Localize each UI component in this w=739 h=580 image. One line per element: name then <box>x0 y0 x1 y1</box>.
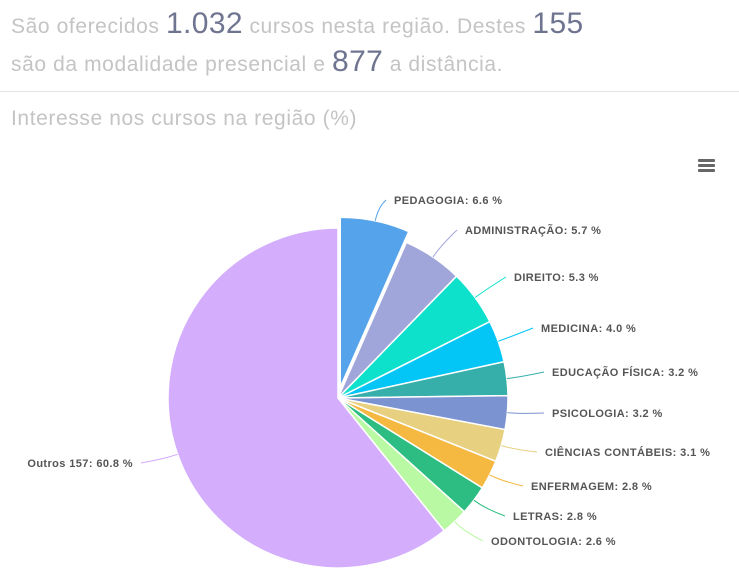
slice-label-pedagogia: PEDAGOGIA: 6.6 % <box>394 195 502 207</box>
slice-label-enfermagem: ENFERMAGEM: 2.8 % <box>531 481 652 493</box>
connector-outros-157 <box>140 453 178 464</box>
connector-educacao-fisica <box>506 371 545 380</box>
connector-direito <box>474 276 507 298</box>
slice-label-medicina: MEDICINA: 4.0 % <box>541 323 636 335</box>
chart-title: Interesse nos cursos na região (%) <box>11 107 358 130</box>
slice-label-direito: DIREITO: 5.3 % <box>514 272 599 284</box>
slice-label-ciencias-contabeis: CIÊNCIAS CONTÁBEIS: 3.1 % <box>545 446 710 459</box>
summary-text-part-1: São oferecidos <box>11 15 160 38</box>
slice-label-odontologia: ODONTOLOGIA: 2.6 % <box>491 536 616 548</box>
pie-slice-pedagogia[interactable] <box>339 216 410 388</box>
slice-label-psicologia: PSICOLOGIA: 3.2 % <box>552 408 663 420</box>
connector-pedagogia <box>374 199 387 221</box>
slice-label-educacao-fisica: EDUCAÇÃO FÍSICA: 3.2 % <box>552 366 698 379</box>
connector-enfermagem <box>489 474 524 487</box>
summary-text-part-2: cursos nesta região. Destes <box>249 15 526 38</box>
connector-ciencias-contabeis <box>501 445 538 453</box>
slice-label-outros-157: Outros 157: 60.8 % <box>27 458 133 470</box>
connector-letras <box>473 499 506 517</box>
connector-psicologia <box>507 412 545 414</box>
pie-slice-outros-157[interactable] <box>167 227 446 569</box>
connector-administracao <box>432 229 458 258</box>
menu-bar-top <box>698 159 715 162</box>
summary-text-part-3: são da modalidade presencial e <box>11 53 326 76</box>
presencial-count: 155 <box>532 7 584 40</box>
summary-text: São oferecidos 1.032 cursos nesta região… <box>11 6 731 82</box>
divider <box>0 91 739 92</box>
slice-label-letras: LETRAS: 2.8 % <box>513 511 597 523</box>
menu-bar-middle <box>698 164 715 167</box>
total-courses-count: 1.032 <box>165 7 244 40</box>
menu-bar-bottom <box>698 169 715 172</box>
connector-odontologia <box>454 521 484 542</box>
summary-text-part-4: a distância. <box>389 53 504 76</box>
distancia-count: 877 <box>331 45 384 78</box>
slice-label-administracao: ADMINISTRAÇÃO: 5.7 % <box>465 224 601 237</box>
connector-medicina <box>498 327 534 342</box>
hamburger-menu-icon[interactable] <box>694 155 720 177</box>
